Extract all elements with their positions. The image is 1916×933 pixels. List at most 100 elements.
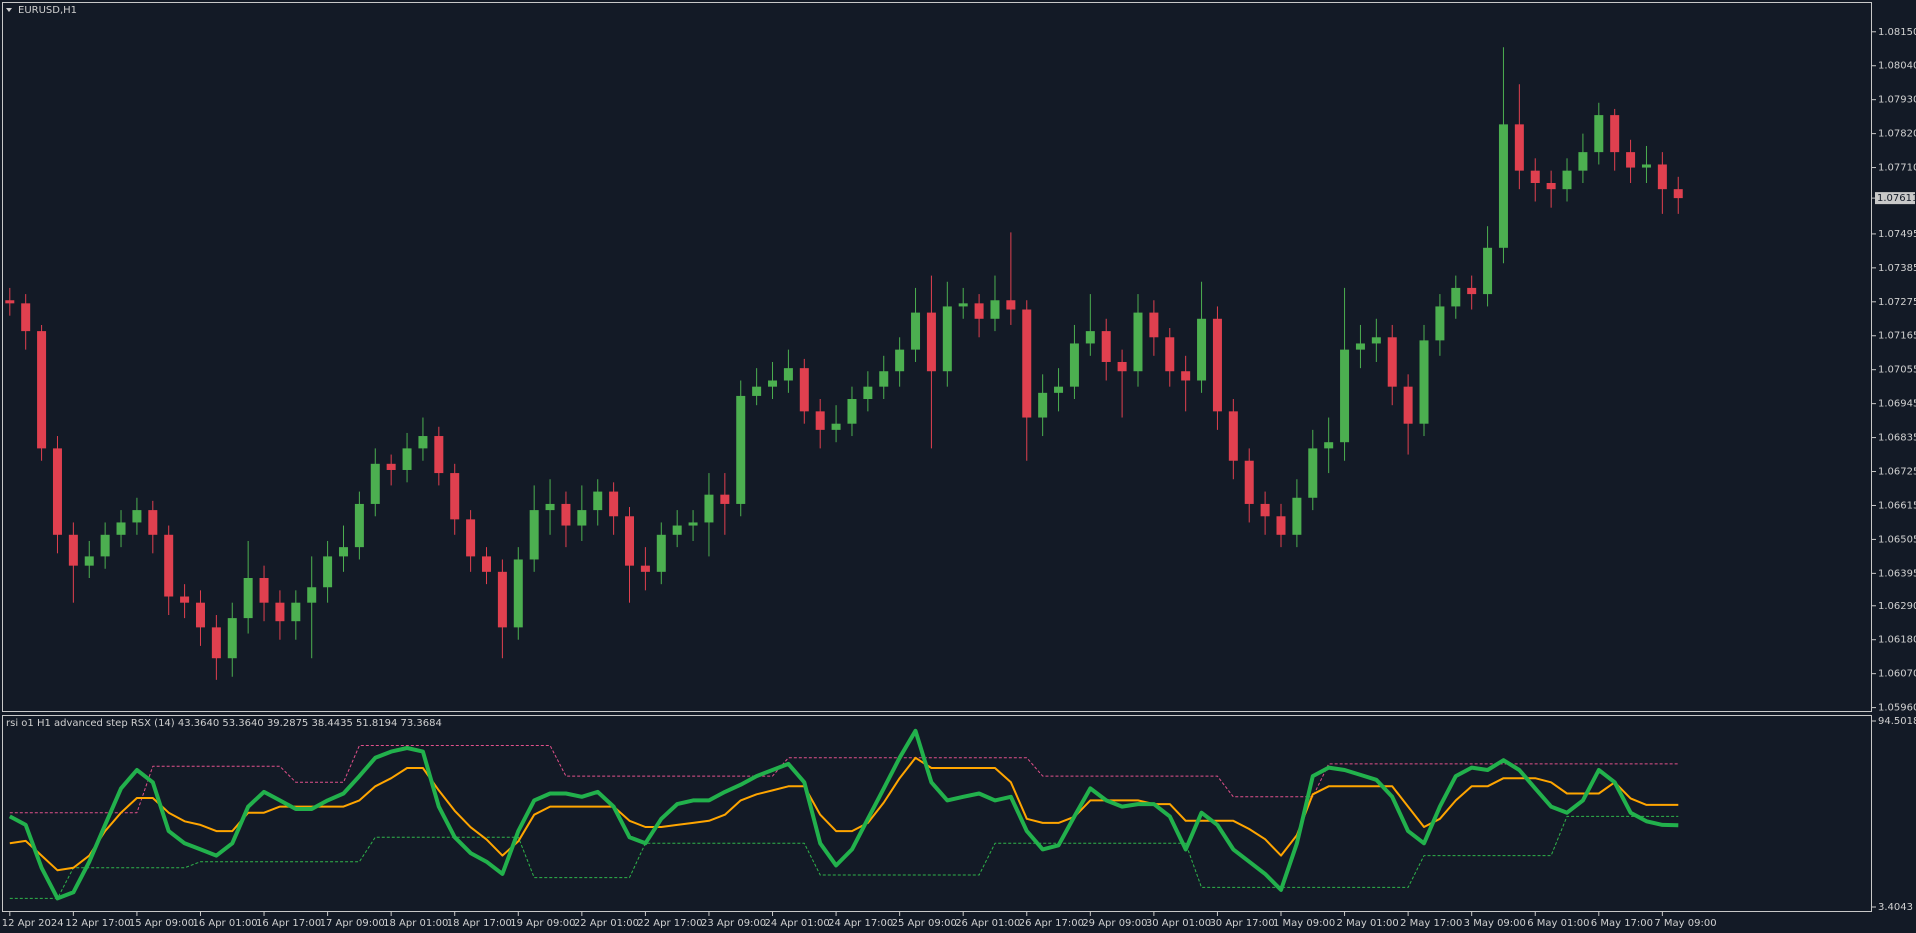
y-tick-label: 1.08150	[1878, 27, 1916, 38]
candle-body	[338, 547, 348, 557]
candle-body	[1594, 115, 1604, 153]
menu-arrow[interactable]	[6, 8, 12, 12]
y-tick-label: 1.06180	[1878, 635, 1916, 646]
candle-body	[52, 448, 62, 535]
candle-body	[1340, 349, 1350, 443]
x-tick-label: 12 Apr 2024	[2, 918, 64, 929]
x-tick-label: 2 May 17:00	[1400, 918, 1462, 929]
candle-body	[1038, 392, 1048, 418]
candle-body	[815, 411, 825, 430]
candle-body	[100, 534, 110, 557]
candle-body	[211, 627, 221, 659]
candle-body	[450, 473, 460, 520]
candle-body	[1355, 343, 1365, 350]
candle-body	[1324, 442, 1334, 449]
y-tick-label: 1.06070	[1878, 669, 1916, 680]
x-tick-label: 6 May 17:00	[1591, 918, 1653, 929]
candle-body	[291, 602, 301, 622]
candle-body	[5, 300, 15, 304]
candle-body	[370, 463, 380, 504]
candle-body	[958, 303, 968, 307]
indicator-frame	[2, 715, 1872, 912]
candle-body	[497, 571, 507, 628]
candle-body	[831, 423, 841, 430]
candle-body	[1117, 361, 1127, 372]
candle-body	[1419, 340, 1429, 424]
candle-body	[1197, 318, 1207, 381]
x-tick-label: 30 Apr 01:00	[1146, 918, 1211, 929]
candle-body	[1069, 343, 1079, 387]
candle-body	[323, 556, 333, 588]
candle-body	[863, 386, 873, 400]
x-tick-label: 19 Apr 09:00	[510, 918, 575, 929]
candle-body	[386, 463, 396, 470]
candle-body	[942, 306, 952, 372]
indicator-line	[9, 815, 1679, 899]
x-tick-label: 17 Apr 09:00	[320, 918, 385, 929]
candle-body	[84, 556, 94, 566]
candle-body	[418, 436, 428, 449]
candle-body	[1006, 300, 1016, 310]
current-price-label: 1.07611	[1877, 193, 1916, 204]
y-tick-label: 3.4043	[1878, 902, 1913, 913]
candle-body	[1610, 115, 1620, 153]
indicator-line	[9, 745, 1679, 814]
candle-body	[1578, 152, 1588, 171]
candle-body	[1451, 287, 1461, 307]
candle-body	[545, 503, 555, 511]
candle-body	[259, 577, 269, 603]
y-tick-label: 1.07275	[1878, 297, 1916, 308]
y-tick-label: 1.06725	[1878, 467, 1916, 478]
candle-body	[561, 503, 571, 526]
candle-body	[227, 618, 237, 659]
x-tick-label: 2 May 01:00	[1337, 918, 1399, 929]
current-price-box	[1875, 192, 1915, 205]
x-tick-label: 7 May 09:00	[1654, 918, 1716, 929]
y-tick-label: 1.05960	[1878, 703, 1916, 714]
candle-body	[656, 534, 666, 572]
candle-body	[926, 312, 936, 372]
x-tick-label: 23 Apr 09:00	[701, 918, 766, 929]
candle-body	[148, 510, 158, 535]
candle-body	[1133, 312, 1143, 372]
candle-body	[1228, 411, 1238, 461]
candle-body	[1626, 152, 1636, 168]
candle-body	[752, 386, 762, 396]
y-tick-label: 1.07820	[1878, 129, 1916, 140]
candle-body	[21, 303, 31, 332]
candle-body	[307, 587, 317, 603]
candle-body	[1308, 448, 1318, 498]
candle-body	[116, 522, 126, 535]
candle-body	[1054, 386, 1064, 393]
y-tick-label: 1.07055	[1878, 365, 1916, 376]
candle-body	[482, 556, 491, 572]
x-tick-label: 24 Apr 01:00	[765, 918, 830, 929]
candle-body	[1181, 371, 1191, 381]
candle-body	[1292, 497, 1302, 535]
candle-body	[275, 602, 285, 622]
y-tick-label: 1.07385	[1878, 263, 1916, 274]
candle-body	[1149, 312, 1159, 338]
candle-body	[1085, 331, 1095, 344]
candle-body	[1498, 124, 1508, 248]
candle-body	[434, 436, 444, 474]
candle-body	[1260, 503, 1270, 517]
candle-body	[625, 516, 635, 566]
candle-body	[1657, 164, 1667, 190]
y-tick-label: 1.07495	[1878, 229, 1916, 240]
candle-body	[1276, 516, 1286, 535]
candle-body	[1244, 460, 1254, 504]
candle-body	[577, 510, 587, 526]
candle-body	[847, 399, 857, 424]
candle-body	[1673, 189, 1683, 199]
candle-body	[68, 534, 78, 566]
symbol-title: EURUSD,H1	[18, 5, 77, 16]
candle-body	[911, 312, 921, 350]
candle-body	[354, 503, 364, 548]
candle-body	[768, 380, 778, 387]
y-tick-label: 1.07710	[1878, 163, 1916, 174]
x-tick-label: 16 Apr 01:00	[192, 918, 257, 929]
indicator-title: rsi o1 H1 advanced step RSX (14) 43.3640…	[6, 718, 442, 729]
